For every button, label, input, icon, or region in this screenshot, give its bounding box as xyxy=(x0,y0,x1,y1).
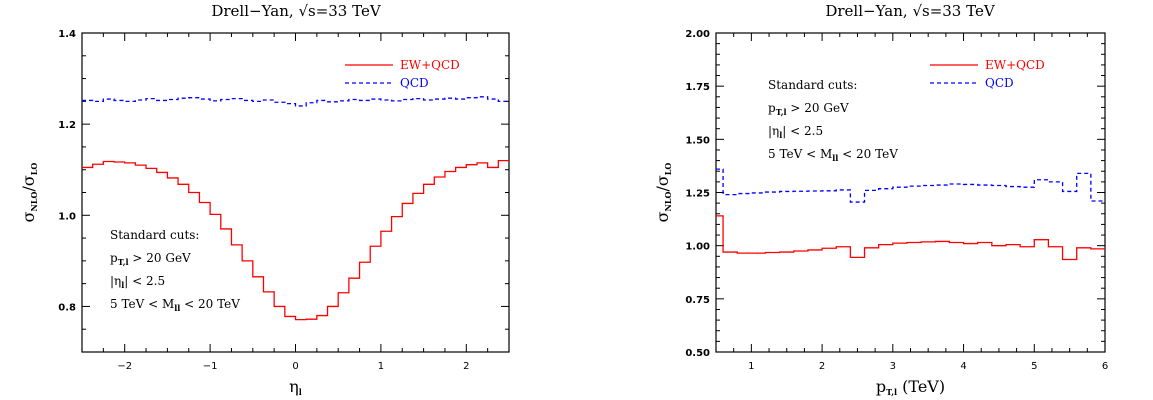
plot-group: −2 −1 0 1 2 0.8 1.0 1.2 1.4 ηl σNLO/σLO EW+QCD QCD St… xyxy=(19,29,510,397)
series-line-qcd xyxy=(82,96,509,107)
annotation: pT,l > 20 GeV xyxy=(768,101,849,117)
series-line-qcd xyxy=(716,168,1105,203)
legend-label: EW+QCD xyxy=(400,58,460,72)
annotation: |ηl| < 2.5 xyxy=(110,274,165,290)
chart-title: Drell−Yan, √s=33 TeV xyxy=(211,2,382,20)
y-tick-label: 1.0 xyxy=(58,211,76,222)
x-tick-label: 4 xyxy=(960,361,966,372)
chart-left: Drell−Yan, √s=33 TeV −2 −1 0 1 2 0.8 1.0 1.2 1.4… xyxy=(19,2,510,397)
y-axis-label: σNLO/σLO xyxy=(653,163,673,223)
plot-group: 1 2 3 4 5 6 0.50 0.75 1.00 1.25 1.50 1.75 2.00 pT,l (… xyxy=(653,29,1108,397)
legend-label: EW+QCD xyxy=(985,58,1045,72)
y-tick-label: 0.50 xyxy=(685,348,710,359)
annotation: |ηl| < 2.5 xyxy=(768,124,823,140)
y-tick-label: 1.75 xyxy=(685,82,710,93)
x-tick-label: 6 xyxy=(1102,361,1108,372)
x-tick-label: 2 xyxy=(819,361,825,372)
y-tick-label: 2.00 xyxy=(685,29,710,40)
annotation: 5 TeV < Mll < 20 TeV xyxy=(768,147,898,163)
x-axis-label: ηl xyxy=(289,377,302,397)
x-axis-label: pT,l (TeV) xyxy=(876,377,945,397)
x-tick-label: 3 xyxy=(890,361,896,372)
x-tick-label: 1 xyxy=(378,361,384,372)
y-tick-label: 1.00 xyxy=(685,242,710,253)
x-tick-label: 2 xyxy=(463,361,469,372)
annotation: 5 TeV < Mll < 20 TeV xyxy=(110,297,240,313)
x-tick-label: −1 xyxy=(203,361,218,372)
y-tick-label: 0.8 xyxy=(58,302,76,313)
y-tick-label: 1.25 xyxy=(685,189,710,200)
chart-title: Drell−Yan, √s=33 TeV xyxy=(825,2,996,20)
x-tick-label: 5 xyxy=(1031,361,1037,372)
y-tick-label: 1.50 xyxy=(685,135,710,146)
y-axis-label: σNLO/σLO xyxy=(19,163,39,223)
x-tick-label: −2 xyxy=(117,361,132,372)
y-tick-label: 1.4 xyxy=(58,29,76,40)
y-axis-label-group: σNLO/σLO xyxy=(653,163,673,223)
series-line-ew-qcd xyxy=(82,159,509,321)
annotation: pT,l > 20 GeV xyxy=(110,251,191,267)
y-tick-label: 0.75 xyxy=(685,295,710,306)
annotation: Standard cuts: xyxy=(110,228,199,242)
y-axis-label-group: σNLO/σLO xyxy=(19,163,39,223)
series-line-ew-qcd xyxy=(716,215,1105,261)
legend-label: QCD xyxy=(985,76,1014,90)
x-tick-label: 0 xyxy=(292,361,298,372)
annotation: Standard cuts: xyxy=(768,78,857,92)
x-tick-label: 1 xyxy=(748,361,754,372)
legend-label: QCD xyxy=(400,76,429,90)
y-tick-label: 1.2 xyxy=(58,120,76,131)
chart-right: Drell−Yan, √s=33 TeV 1 2 3 4 5 60.500.751.001… xyxy=(653,2,1108,397)
